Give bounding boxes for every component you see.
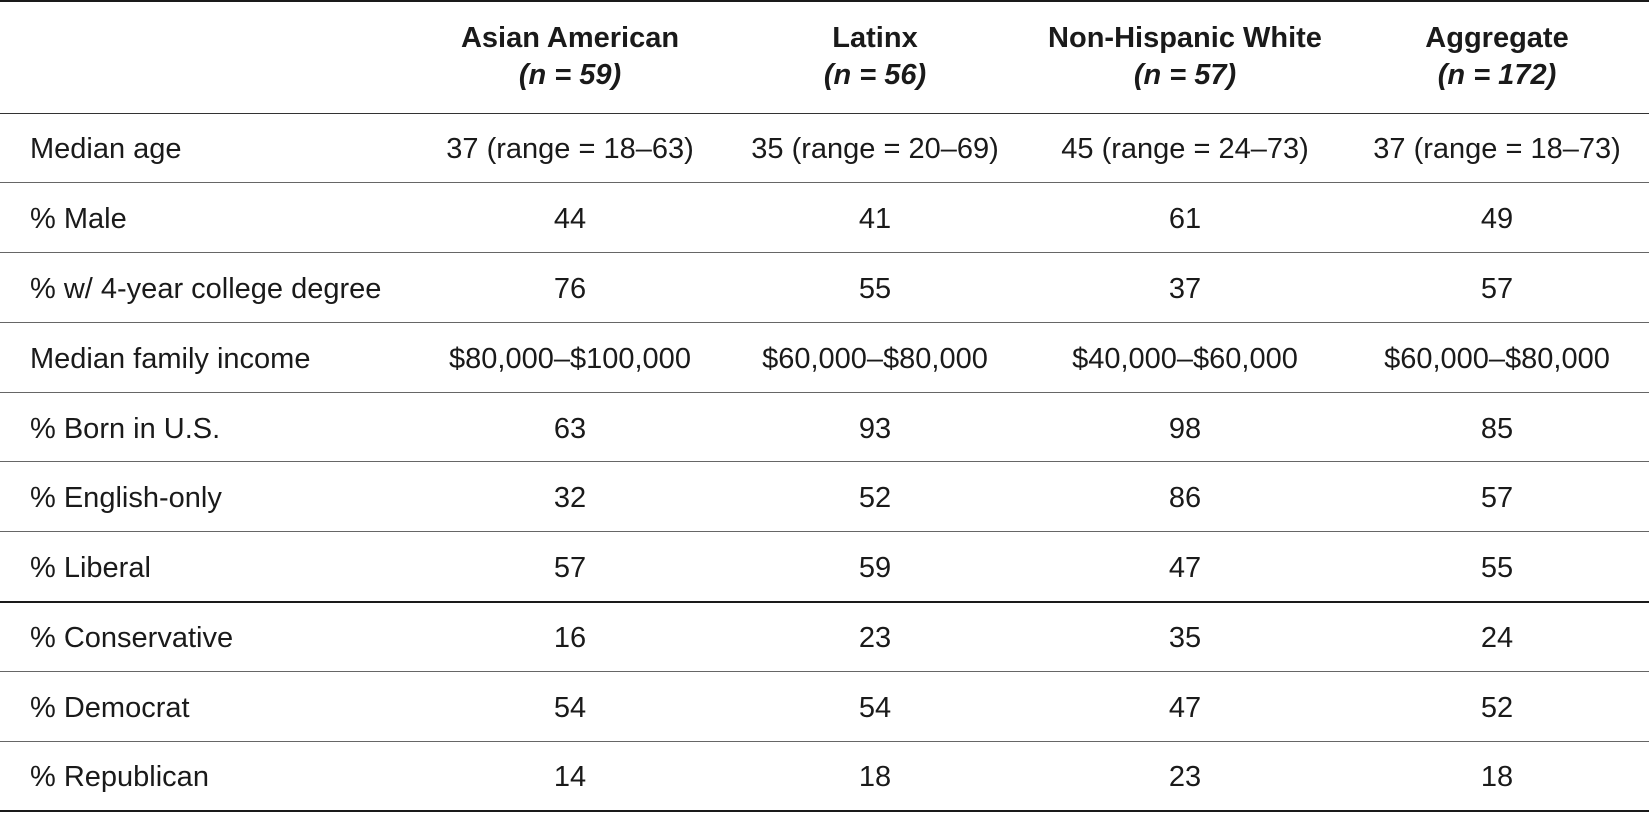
table-cell: 23 bbox=[858, 622, 892, 655]
table-cell: 47 bbox=[1168, 551, 1202, 584]
table-cell: 57 bbox=[553, 551, 587, 584]
table-row-republican: % Republican 14 18 23 18 bbox=[0, 741, 1649, 811]
row-label: % Republican bbox=[30, 761, 209, 794]
table-cell: 14 bbox=[553, 761, 587, 794]
table-cell: 35 (range = 20–69) bbox=[751, 133, 999, 166]
table-cell: 86 bbox=[1168, 482, 1202, 515]
column-group-name: Asian American bbox=[460, 22, 680, 55]
table-body: Median age 37 (range = 18–63) 35 (range … bbox=[0, 113, 1649, 811]
table-cell: 49 bbox=[1480, 203, 1514, 236]
table-cell: 54 bbox=[858, 691, 892, 724]
table-row-college-degree: % w/ 4-year college degree 76 55 37 57 bbox=[0, 253, 1649, 323]
table-row-male: % Male 44 41 61 49 bbox=[0, 183, 1649, 253]
row-label: % Conservative bbox=[30, 622, 234, 655]
table-row-english-only: % English-only 32 52 86 57 bbox=[0, 462, 1649, 532]
table-cell: $60,000–$80,000 bbox=[1384, 342, 1610, 375]
table-cell: 35 bbox=[1168, 622, 1202, 655]
column-group-name: Aggregate bbox=[1425, 22, 1569, 55]
column-header-non-hispanic-white: Non-Hispanic White (n = 57) bbox=[1025, 1, 1345, 113]
header-corner bbox=[0, 1, 415, 113]
table-header: Asian American (n = 59) Latinx (n = 56) … bbox=[0, 1, 1649, 113]
table-cell: 52 bbox=[858, 482, 892, 515]
table-cell: 55 bbox=[858, 272, 892, 305]
table-cell: 54 bbox=[553, 691, 587, 724]
table-cell: 59 bbox=[858, 551, 892, 584]
column-header-latinx: Latinx (n = 56) bbox=[725, 1, 1025, 113]
table-cell: 55 bbox=[1480, 551, 1514, 584]
table-cell: 85 bbox=[1480, 412, 1514, 445]
table-cell: 41 bbox=[858, 203, 892, 236]
table-row-conservative: % Conservative 16 23 35 24 bbox=[0, 601, 1649, 672]
table-cell: $60,000–$80,000 bbox=[762, 342, 988, 375]
column-sample-size: (n = 57) bbox=[1133, 59, 1237, 92]
table-cell: 57 bbox=[1480, 482, 1514, 515]
column-sample-size: (n = 56) bbox=[823, 59, 927, 92]
table-row-born-in-us: % Born in U.S. 63 93 98 85 bbox=[0, 392, 1649, 462]
column-header-aggregate: Aggregate (n = 172) bbox=[1345, 1, 1649, 113]
table-cell: 37 bbox=[1168, 272, 1202, 305]
table-cell: 18 bbox=[858, 761, 892, 794]
table-cell: 18 bbox=[1480, 761, 1514, 794]
table-row-family-income: Median family income $80,000–$100,000 $6… bbox=[0, 322, 1649, 393]
table-cell: 63 bbox=[553, 412, 587, 445]
table-cell: 32 bbox=[553, 482, 587, 515]
row-label: % w/ 4-year college degree bbox=[30, 272, 382, 305]
table-cell: 45 (range = 24–73) bbox=[1061, 133, 1309, 166]
table-row-liberal: % Liberal 57 59 47 55 bbox=[0, 532, 1649, 602]
column-sample-size: (n = 59) bbox=[518, 59, 622, 92]
table-cell: 23 bbox=[1168, 761, 1202, 794]
table-cell: 93 bbox=[858, 412, 892, 445]
table-cell: 37 (range = 18–63) bbox=[446, 133, 694, 166]
table-row-median-age: Median age 37 (range = 18–63) 35 (range … bbox=[0, 113, 1649, 183]
table-cell: 47 bbox=[1168, 691, 1202, 724]
column-sample-size: (n = 172) bbox=[1437, 59, 1557, 92]
table-cell: 24 bbox=[1480, 622, 1514, 655]
table-cell: 16 bbox=[553, 622, 587, 655]
row-label: Median family income bbox=[30, 342, 311, 375]
column-header-asian-american: Asian American (n = 59) bbox=[415, 1, 725, 113]
row-label: % Liberal bbox=[30, 551, 151, 584]
table-row-democrat: % Democrat 54 54 47 52 bbox=[0, 671, 1649, 742]
table-cell: 57 bbox=[1480, 272, 1514, 305]
table-cell: $40,000–$60,000 bbox=[1072, 342, 1298, 375]
table-cell: 44 bbox=[553, 203, 587, 236]
row-label: % Democrat bbox=[30, 691, 190, 724]
row-label: % Male bbox=[30, 203, 127, 236]
table-cell: 52 bbox=[1480, 691, 1514, 724]
table-cell: $80,000–$100,000 bbox=[449, 342, 691, 375]
table-cell: 76 bbox=[553, 272, 587, 305]
row-label: % Born in U.S. bbox=[30, 412, 221, 445]
table-cell: 61 bbox=[1168, 203, 1202, 236]
column-group-name: Latinx bbox=[832, 22, 918, 55]
header-row: Asian American (n = 59) Latinx (n = 56) … bbox=[0, 1, 1649, 113]
table-cell: 37 (range = 18–73) bbox=[1373, 133, 1621, 166]
table-cell: 98 bbox=[1168, 412, 1202, 445]
column-group-name: Non-Hispanic White bbox=[1048, 22, 1322, 55]
row-label: Median age bbox=[30, 133, 182, 166]
row-label: % English-only bbox=[30, 482, 222, 515]
